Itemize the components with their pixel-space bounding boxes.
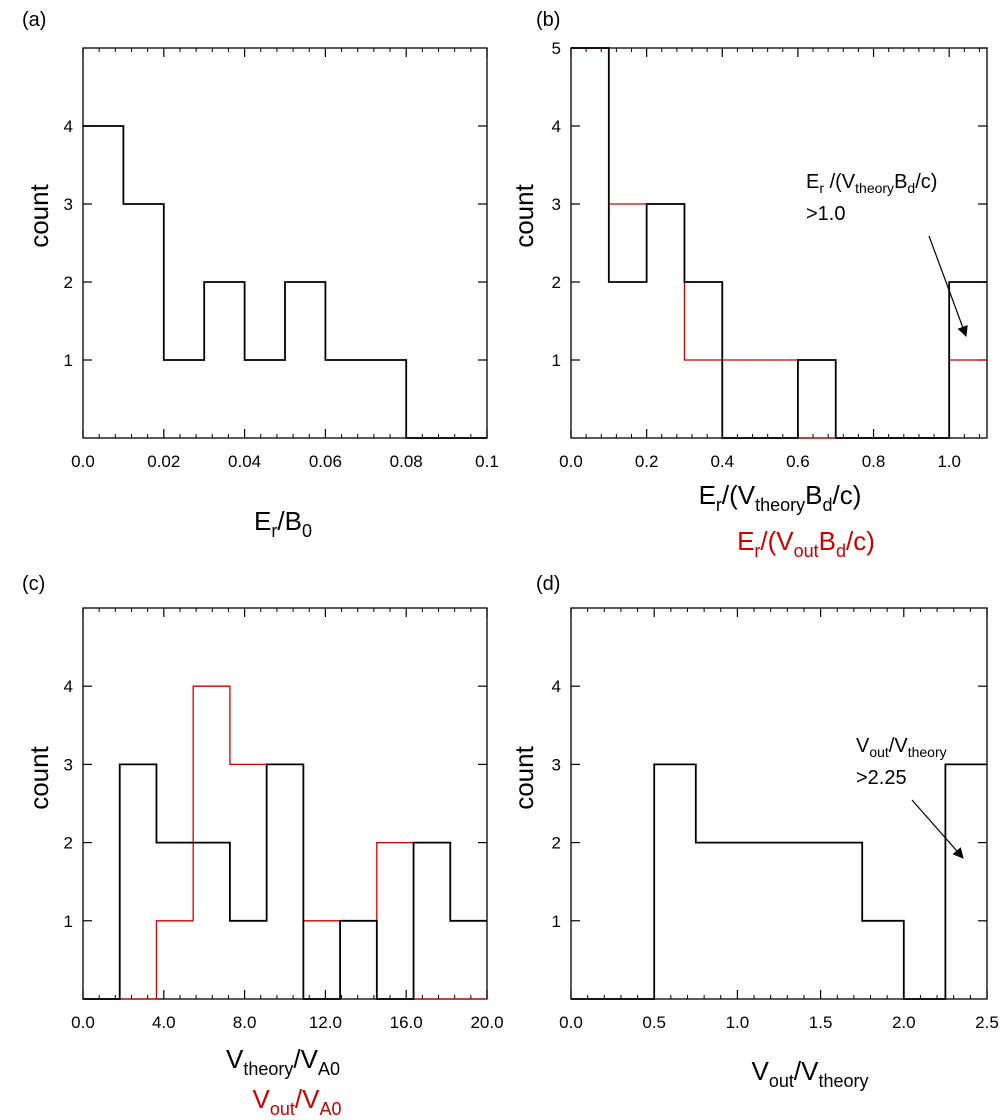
panel3-xtick-label: 4.0: [152, 1013, 176, 1032]
panel4-ytick-label: 4: [552, 677, 561, 696]
panel-c: (c) count Vtheory/VA0 Vout/VA0 0.0 4.0 8.0…: [22, 573, 504, 1119]
panel1-ytick-label: 2: [64, 273, 73, 292]
panel4-xtick-label: 1.5: [809, 1013, 833, 1032]
panel-label-b: (b): [536, 9, 560, 31]
panel-label-a: (a): [22, 9, 46, 31]
panel4-ytick-label: 3: [552, 755, 561, 774]
annotation-b-line1: Er /(VtheoryBd/c): [806, 171, 937, 196]
panel2-series-black: [571, 47, 987, 439]
annotation-d-arrow: [911, 799, 964, 859]
panel2-ytick-label: 4: [552, 117, 561, 136]
y-axis-label-c: count: [24, 745, 54, 809]
x-axis-label-c-black: Vtheory/VA0: [226, 1044, 340, 1079]
panel1-xtick-label: 0.08: [390, 452, 423, 471]
panel1-axes-frame: [82, 47, 488, 439]
panel3-xtick-label: 12.0: [309, 1013, 342, 1032]
panel4-ytick-label: 2: [552, 834, 561, 853]
panel1-xtick-label: 0.02: [147, 452, 180, 471]
panel3-series-black: [83, 763, 487, 1000]
panel3-xtick-label: 20.0: [470, 1013, 503, 1032]
panel4-xtick-label: 0.5: [642, 1013, 666, 1032]
panel3-xtick-label: 8.0: [233, 1013, 257, 1032]
panel1-ytick-label: 3: [64, 195, 73, 214]
panel2-series-red: [571, 47, 987, 439]
panel2-xtick-label: 0.8: [862, 452, 886, 471]
plot-d: 0.0 0.5 1.0 1.5 2.0 2.5 1 2 3 4: [552, 607, 999, 1032]
panel1-ytick-label: 1: [64, 351, 73, 370]
panel3-xtick-label: 0.0: [71, 1013, 95, 1032]
panel4-xtick-label: 2.0: [892, 1013, 916, 1032]
panel1-xtick-label: 0.1: [475, 452, 499, 471]
panel2-xtick-label: 0.2: [635, 452, 659, 471]
panel2-xtick-label: 0.0: [559, 452, 583, 471]
panel3-ytick-label: 1: [64, 912, 73, 931]
x-axis-label-b-black: Er/(VtheoryBd/c): [699, 480, 862, 515]
plot-c: 0.0 4.0 8.0 12.0 16.0 20.0 1 2 3 4: [64, 607, 504, 1032]
panel2-ytick-label: 1: [552, 351, 561, 370]
panel2-ytick-label: 2: [552, 273, 561, 292]
annotation-d-line2: >2.25: [856, 767, 907, 789]
panel-b: (b) count Er/(VtheoryBd/c) Er/(VoutBd/c)…: [509, 9, 988, 561]
x-axis-label-c-red: Vout/VA0: [253, 1084, 342, 1119]
panel1-xtick-label: 0.04: [228, 452, 261, 471]
panel1-xtick-label: 0.0: [71, 452, 95, 471]
panel3-ytick-label: 4: [64, 677, 73, 696]
plot-b: 0.0 0.2 0.4 0.6 0.8 1.0 1 2 3 4 5: [552, 39, 988, 471]
panel3-ytick-label: 3: [64, 755, 73, 774]
panel4-xtick-label: 0.0: [559, 1013, 583, 1032]
panel2-ytick-label: 5: [552, 39, 561, 58]
plot-a: 0.0 0.02 0.04 0.06 0.08 0.1 1 2 3 4: [64, 47, 499, 471]
panel-label-d: (d): [536, 573, 560, 595]
panel2-ytick-label: 3: [552, 195, 561, 214]
y-axis-label-d: count: [509, 745, 539, 809]
panel2-xtick-label: 0.4: [710, 452, 734, 471]
panel4-series-black: [571, 763, 987, 1000]
panel3-ytick-label: 2: [64, 834, 73, 853]
annotation-b-arrow: [928, 235, 968, 338]
x-axis-label-b-red: Er/(VoutBd/c): [737, 526, 875, 561]
panel4-axes-frame: [570, 607, 988, 1000]
panel2-xtick-label: 1.0: [937, 452, 961, 471]
panel4-xtick-label: 2.5: [975, 1013, 999, 1032]
panel1-xtick-label: 0.06: [309, 452, 342, 471]
panel4-ytick-label: 1: [552, 912, 561, 931]
panel1-ytick-label: 4: [64, 117, 73, 136]
panel3-axes-frame: [82, 607, 488, 1000]
annotation-d-line1: Vout/Vtheory: [856, 735, 947, 760]
panel4-xtick-label: 1.0: [726, 1013, 750, 1032]
y-axis-label-b: count: [509, 183, 539, 247]
y-axis-label-a: count: [24, 183, 54, 247]
panel2-xtick-label: 0.6: [786, 452, 810, 471]
panel1-series-black: [83, 125, 487, 439]
panel-a: (a) count Er/B0 0.0 0.02 0.04 0.06 0.08 0.1 1 2…: [22, 9, 499, 541]
panel-d: (d) count Vout/Vtheory Vout/Vtheory >2.2…: [509, 573, 999, 1091]
panel-label-c: (c): [22, 573, 45, 595]
panel2-axes-frame: [570, 47, 988, 439]
x-axis-label-a: Er/B0: [254, 506, 312, 541]
annotation-b-line2: >1.0: [806, 203, 845, 225]
panel3-xtick-label: 16.0: [390, 1013, 423, 1032]
x-axis-label-d: Vout/Vtheory: [752, 1056, 869, 1091]
